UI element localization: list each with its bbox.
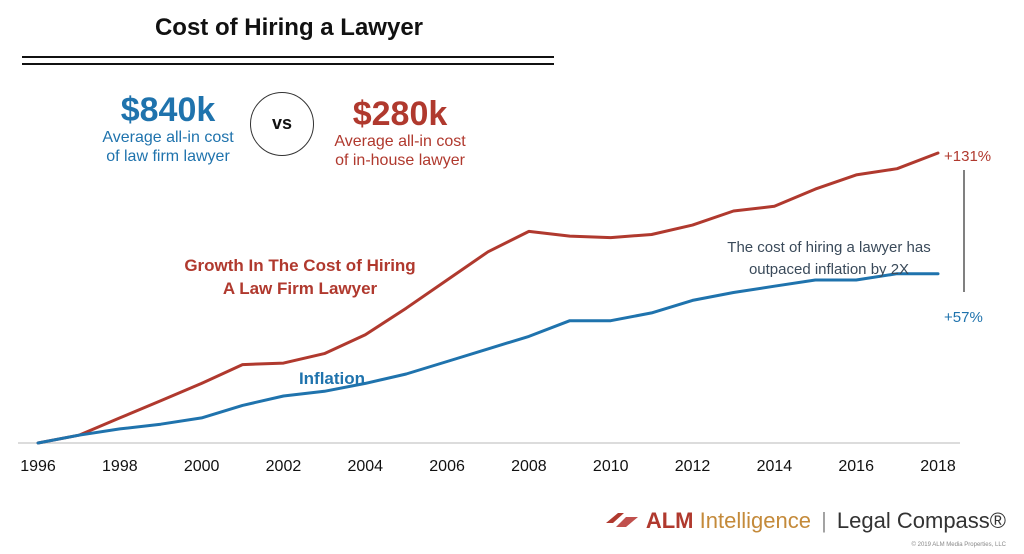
end-label-law-firm: +131% [944,148,991,165]
x-tick-label: 2016 [838,458,874,475]
alm-logo-icon [605,513,638,527]
brand-legal-compass: Legal Compass® [836,508,1006,533]
in-house-cost-line2: of in-house lawyer [335,152,465,169]
x-tick-label: 2002 [266,458,302,475]
x-tick-label: 2014 [757,458,793,475]
copyright-text: © 2019 ALM Media Properties, LLC [911,542,1006,548]
in-house-cost-line1: Average all-in cost [334,133,466,150]
end-label-inflation: +57% [944,309,983,326]
brand-separator: | [821,508,827,533]
series-line-inflation [36,272,940,445]
x-tick-label: 2006 [429,458,465,475]
x-tick-label: 1996 [20,458,56,475]
title-rule-top [22,56,554,58]
label-layer: Growth In The Cost of Hiring A Law Firm … [184,148,991,388]
law-firm-cost-line1: Average all-in cost [102,129,234,146]
x-tick-label: 2012 [675,458,711,475]
series-label-inflation: Inflation [299,369,365,388]
brand-intelligence: Intelligence [699,508,811,533]
law-firm-cost-line2: of law firm lawyer [106,148,230,165]
series-line-law-firm [36,151,940,445]
annotation-line2: outpaced inflation by 2X [749,261,909,278]
axis-layer: 1996 1998 2000 2002 2004 2006 2008 2010 2012 2014… [18,442,960,475]
x-tick-label: 2018 [920,458,956,475]
brand-alm: ALM [645,508,694,533]
series-label-law-firm-line2: A Law Firm Lawyer [223,279,378,298]
title-rule-bottom [22,63,554,65]
x-tick-label: 2008 [511,458,547,475]
law-firm-cost-amount: $840k [120,91,216,129]
law-firm-cost-stat: $840k Average all-in cost of law firm la… [78,92,258,166]
annotation-line1: The cost of hiring a lawyer has [727,239,930,256]
x-tick-label: 2004 [347,458,383,475]
versus-badge: vs [250,92,314,156]
x-tick-label: 1998 [102,458,138,475]
x-tick-label: 2000 [184,458,220,475]
chart-title: Cost of Hiring a Lawyer [154,14,424,41]
brand-footer: ALM Intelligence | Legal Compass® [604,508,1006,534]
in-house-cost-amount: $280k [352,95,448,133]
series-layer [36,151,940,445]
in-house-cost-stat: $280k Average all-in cost of in-house la… [322,96,478,170]
series-label-law-firm-line1: Growth In The Cost of Hiring [184,256,415,275]
x-tick-label: 2010 [593,458,629,475]
